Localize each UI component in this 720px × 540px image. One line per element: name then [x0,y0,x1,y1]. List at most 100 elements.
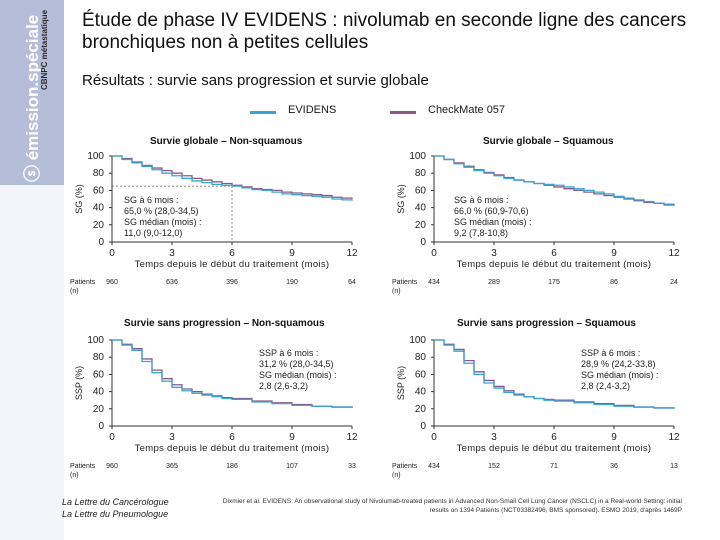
y-tick-label: 0 [420,421,426,432]
y-tick-label: 0 [420,237,426,248]
pfs-nonsquamous-chart: 0 20 40 60 80 100 0 3 6 9 12 SSP (%) Temps depuis le… [70,335,358,479]
x-tick-label: 9 [289,432,295,443]
risk-count: 434 [428,279,440,286]
y-tick-label: 20 [93,404,105,415]
risk-count: 636 [166,279,178,286]
x-axis-label: Temps depuis le début du traitement (moi… [457,259,652,270]
risk-count: 186 [226,463,238,470]
x-tick-label: 9 [611,248,617,259]
annotation-text: 65,0 % (28,0-34,5) [124,206,199,216]
y-tick-label: 100 [87,335,104,346]
annotation-text: SG médian (mois) : [581,370,659,380]
risk-count: 107 [286,463,298,470]
y-axis-label: SG (%) [74,184,84,214]
risk-label: Patients [70,463,96,470]
annotation-text: 2,8 (2,6-3,2) [259,381,308,391]
x-axis-label: Temps depuis le début du traitement (moi… [135,259,330,270]
risk-label-unit: (n) [392,472,401,479]
risk-count: 13 [670,463,678,470]
risk-count: 960 [106,463,118,470]
panel-title-pfs-sq: Survie sans progression – Squamous [457,318,636,329]
risk-label: Patients [70,279,96,286]
risk-count: 396 [226,279,238,286]
journal-name-pneumologue: La Lettre du Pneumologue [62,509,169,519]
x-tick-label: 12 [346,248,358,259]
annotation-text: SG médian (mois) : [124,217,202,227]
risk-label-unit: (n) [70,472,79,479]
y-tick-label: 60 [93,369,105,380]
risk-count: 365 [166,463,178,470]
page-title: Étude de phase IV EVIDENS : nivolumab en… [82,10,687,53]
sidebar: ⓢ émission.spéciale CBNPC métastatique [0,0,64,540]
risk-count: 64 [348,279,356,286]
legend-swatch-evidens [250,111,276,114]
x-axis-label: Temps depuis le début du traitement (moi… [457,443,652,454]
risk-count: 960 [106,279,118,286]
x-tick-label: 9 [611,432,617,443]
legend-swatch-checkmate [390,111,416,114]
y-tick-label: 60 [415,185,427,196]
y-tick-label: 0 [98,421,104,432]
annotation-text: 2,8 (2,4-3,2) [581,381,630,391]
x-tick-label: 3 [491,248,497,259]
risk-count: 33 [348,463,356,470]
os-squamous-chart: 0 20 40 60 80 100 0 3 6 9 12 SG (%) Temps depuis le … [392,151,680,295]
x-tick-label: 0 [109,432,115,443]
y-tick-label: 40 [93,203,105,214]
y-axis-label: SSP (%) [74,366,84,400]
y-tick-label: 40 [415,203,427,214]
x-tick-label: 3 [169,432,175,443]
journal-names: La Lettre du Cancérologue La Lettre du P… [62,496,169,520]
y-axis-label: SSP (%) [396,366,406,400]
y-tick-label: 20 [415,220,427,231]
reference-citation: Dixmier et al. EVIDENS: An observational… [222,498,682,514]
annotation-text: 66,0 % (60,9-70,6) [454,206,529,216]
os-nonsquamous-chart: 0 20 40 60 80 100 0 3 6 9 12 SG (%) Temps depuis le … [70,151,358,295]
risk-label-unit: (n) [392,288,401,295]
x-tick-label: 6 [551,432,557,443]
y-tick-label: 20 [415,404,427,415]
legend-label-checkmate: CheckMate 057 [428,104,506,116]
risk-count: 86 [610,279,618,286]
annotation-text: 9,2 (7,8-10,8) [454,228,508,238]
annotation-text: SSP à 6 mois : [259,348,318,358]
y-tick-label: 40 [415,387,427,398]
y-tick-label: 80 [415,352,427,363]
x-tick-label: 0 [109,248,115,259]
x-tick-label: 6 [551,248,557,259]
y-tick-label: 100 [87,151,104,162]
y-axis-label: SG (%) [396,184,406,214]
x-axis-label: Temps depuis le début du traitement (moi… [135,443,330,454]
x-tick-label: 0 [431,248,437,259]
x-tick-label: 12 [668,432,680,443]
x-tick-label: 3 [491,432,497,443]
y-tick-label: 80 [415,168,427,179]
y-tick-label: 80 [93,352,105,363]
page-subtitle: Résultats : survie sans progression et s… [82,72,429,89]
annotation-text: SG à 6 mois : [124,195,179,205]
x-tick-label: 6 [229,248,235,259]
series-line-evidens [434,155,675,206]
x-tick-label: 0 [431,432,437,443]
risk-count: 434 [428,463,440,470]
sidebar-subtitle: CBNPC métastatique [40,9,49,90]
annotation-text: 28,9 % (24,2-33,8) [581,359,656,369]
journal-name-cancerologue: La Lettre du Cancérologue [62,497,169,507]
y-tick-label: 100 [409,335,426,346]
series-line-evidens [434,339,675,409]
legend-label-evidens: EVIDENS [288,104,337,116]
y-tick-label: 100 [409,151,426,162]
x-tick-label: 12 [668,248,680,259]
y-tick-label: 60 [93,185,105,196]
risk-label: Patients [392,279,418,286]
risk-count: 175 [548,279,560,286]
y-tick-label: 0 [98,237,104,248]
annotation-text: SSP à 6 mois : [581,348,640,358]
risk-count: 71 [550,463,558,470]
y-tick-label: 40 [93,387,105,398]
annotation-text: SG médian (mois) : [259,370,337,380]
series-line-checkmate [112,155,353,199]
annotation-text: SG à 6 mois : [454,195,509,205]
x-tick-label: 6 [229,432,235,443]
